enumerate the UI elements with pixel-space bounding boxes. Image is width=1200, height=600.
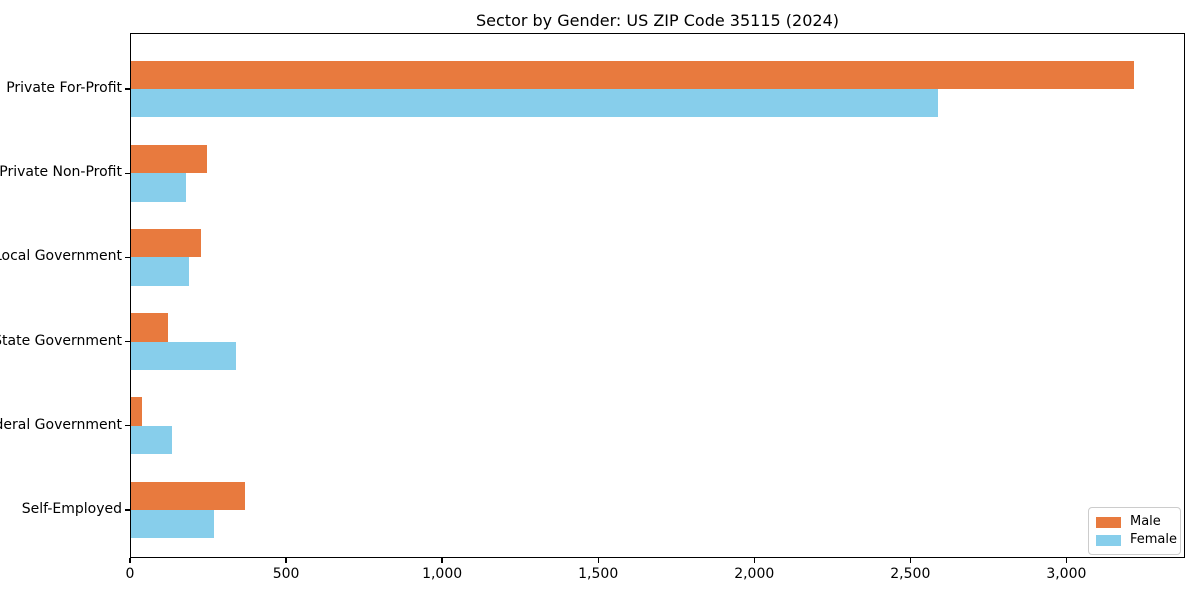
category-label: Self-Employed [21,501,122,517]
bar-male-4 [131,397,142,426]
bar-male-5 [131,481,245,510]
bar-female-1 [131,173,186,202]
x-tick-label: 2,500 [890,566,931,582]
bar-female-5 [131,510,214,539]
bar-male-3 [131,313,169,342]
legend-swatch-female [1096,534,1121,546]
legend-label: Female [1130,532,1178,547]
x-axis-tick [753,558,755,563]
legend-entry: Male [1096,513,1173,531]
y-axis-tick [125,172,130,174]
chart-title: Sector by Gender: US ZIP Code 35115 (202… [476,11,839,30]
bar-male-1 [131,144,208,174]
category-label: Private For-Profit [6,80,122,96]
legend: Male Female [1088,507,1181,555]
legend-entry: Female [1096,531,1177,549]
plot-area [125,33,1185,558]
y-axis-tick [125,509,130,511]
y-axis-tick [125,256,130,259]
y-axis-tick [125,340,130,343]
category-label: Federal Government [0,416,122,433]
x-axis-tick [909,558,911,563]
bar-male-0 [131,60,1135,89]
bar-female-2 [131,257,189,286]
bar-male-2 [131,229,202,258]
x-tick-label: 3,000 [1046,566,1087,582]
bar-female-0 [131,89,938,118]
x-tick-label: 0 [125,566,135,582]
x-tick-label: 1,000 [422,566,463,582]
x-axis-tick [129,558,131,563]
category-label: State Government [0,332,122,349]
x-axis-tick [441,558,443,563]
category-label: Private Non-Profit [0,164,122,181]
bar-female-3 [131,341,236,370]
x-tick-label: 500 [272,566,300,582]
y-axis-tick [125,88,130,90]
x-tick-label: 2,000 [734,566,775,582]
legend-label: Male [1130,514,1161,529]
x-axis-tick [285,558,287,563]
x-axis-tick [597,558,599,563]
x-axis-tick [1065,558,1068,563]
bar-female-4 [131,425,172,455]
legend-swatch-male [1096,516,1121,528]
y-axis-tick [125,425,130,427]
x-tick-label: 1,500 [578,566,619,582]
category-label: Local Government [0,248,122,265]
